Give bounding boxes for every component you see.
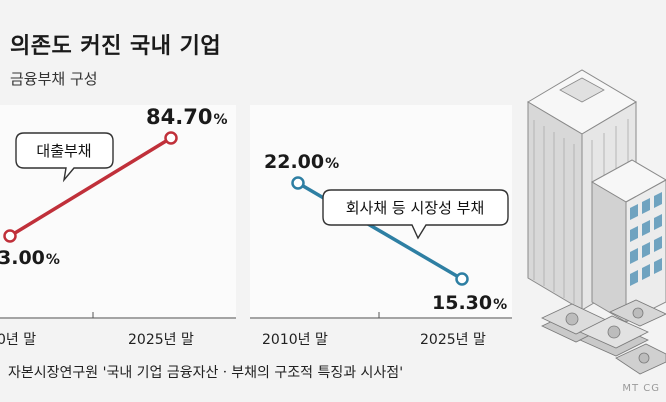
office-building-icon [590, 159, 666, 323]
cash-stack-icon [541, 299, 666, 375]
loans-value-label-2010: 3.00% [0, 247, 60, 269]
bonds-chart: 22.00% 15.30% 회사채 등 시장성 부채 2010년 말 2025년… [250, 151, 512, 348]
bonds-callout-bubble [322, 189, 509, 240]
loans-chart: 3.00% 84.70% 대출부채 0년 말 2025년 말 [0, 105, 236, 348]
line-charts: 3.00% 84.70% 대출부채 0년 말 2025년 말 22.00% 15… [0, 105, 512, 348]
building-money-illustration [527, 69, 666, 375]
loans-value-label-2025: 84.70% [146, 105, 227, 129]
loans-callout-bubble [15, 132, 114, 183]
chart-subtitle: 금융부채 구성 [10, 70, 98, 88]
bonds-x-tick-2010: 2010년 말 [262, 332, 328, 348]
loans-x-tick-2010: 0년 말 [0, 332, 36, 348]
bonds-x-tick-2025: 2025년 말 [420, 332, 486, 348]
loans-point-2010 [3, 229, 17, 243]
chart-title: 의존도 커진 국내 기업 [10, 34, 222, 59]
loans-callout-label: 대출부채 [36, 142, 91, 160]
loans-point-2025 [164, 131, 178, 145]
bonds-point-2025 [455, 272, 469, 286]
source-note: 자본시장연구원 '국내 기업 금융자산ㆍ부채의 구조적 특징과 시사점' [8, 365, 404, 381]
bonds-value-label-2010: 22.00% [264, 151, 339, 173]
bonds-callout-label: 회사채 등 시장성 부채 [346, 199, 485, 217]
loans-callout: 대출부채 [15, 132, 114, 183]
bonds-point-2010 [291, 176, 305, 190]
loans-x-tick-2025: 2025년 말 [128, 332, 194, 348]
bonds-value-label-2025: 15.30% [432, 292, 507, 314]
watermark: MT CG [622, 383, 660, 394]
bonds-callout: 회사채 등 시장성 부채 [322, 189, 509, 240]
loans-series-line [8, 136, 173, 238]
